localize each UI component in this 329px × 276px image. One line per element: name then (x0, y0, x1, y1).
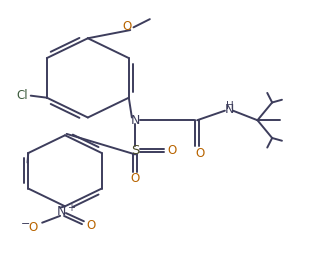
Text: O: O (122, 20, 132, 33)
Text: N: N (57, 205, 66, 218)
Text: −: − (21, 219, 31, 229)
Text: +: + (67, 203, 75, 213)
Text: O: O (196, 147, 205, 160)
Text: N: N (131, 114, 140, 127)
Text: O: O (167, 144, 176, 157)
Text: O: O (29, 221, 38, 234)
Text: H: H (226, 101, 234, 111)
Text: O: O (87, 219, 96, 232)
Text: S: S (131, 144, 139, 157)
Text: N: N (225, 103, 235, 116)
Text: Cl: Cl (17, 89, 28, 102)
Text: O: O (131, 172, 140, 185)
